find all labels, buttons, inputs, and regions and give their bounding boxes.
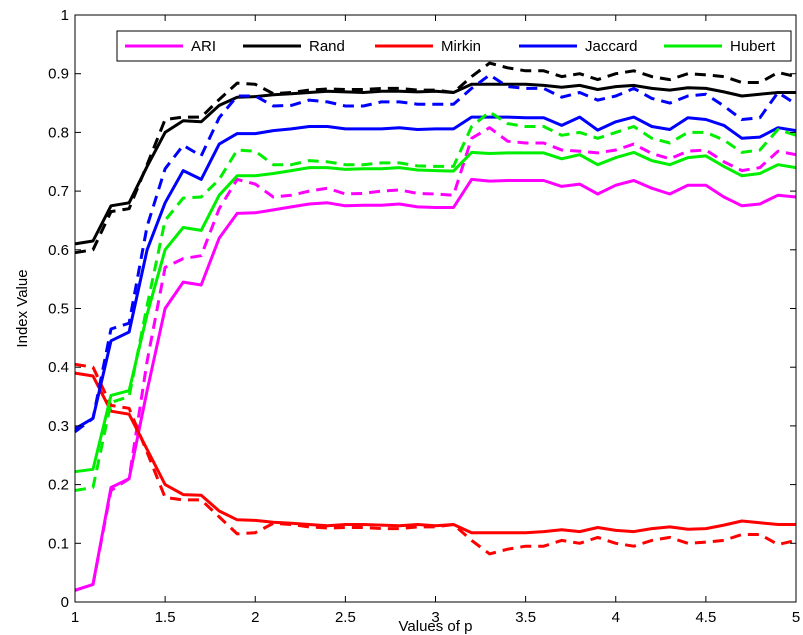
series-layer	[74, 61, 797, 592]
series-1-dashed-line	[74, 126, 797, 592]
x-tick-label: 3.5	[515, 609, 536, 626]
rand-solid-line	[74, 82, 796, 246]
legend-label-jaccard: Jaccard	[585, 38, 638, 55]
x-tick-label: 2.5	[335, 609, 356, 626]
y-tick-label: 0.5	[48, 301, 69, 318]
series-7-dashed-line	[74, 73, 797, 433]
y-tick-label: 0	[61, 594, 69, 611]
legend: ARI Rand Mirkin Jaccard Hubert	[116, 30, 792, 62]
y-tick-label: 0.6	[48, 242, 69, 259]
x-tick-label: 5	[792, 609, 800, 626]
x-axis-label: Values of p	[399, 618, 473, 635]
y-tick-label: 0.1	[48, 535, 69, 552]
series-9-dashed-line	[74, 110, 797, 492]
x-tick-label: 1.5	[155, 609, 176, 626]
plot-area	[75, 15, 796, 602]
legend-label-hubert: Hubert	[730, 38, 776, 55]
series-5-dashed-line	[74, 362, 797, 556]
y-tick-label: 0.9	[48, 66, 69, 83]
x-tick-label: 3	[431, 609, 439, 626]
series-3-dashed-line	[74, 61, 797, 255]
legend-label-rand: Rand	[309, 38, 345, 55]
y-tick-label: 0.4	[48, 359, 69, 376]
x-tick-label: 4.5	[695, 609, 716, 626]
x-tick-label: 1	[71, 609, 79, 626]
y-tick-label: 0.3	[48, 418, 69, 435]
y-tick-label: 0.2	[48, 477, 69, 494]
y-axis-label: Index Value	[14, 269, 31, 347]
legend-label-mirkin: Mirkin	[441, 38, 481, 55]
legend-label-ari: ARI	[191, 38, 216, 55]
y-tick-label: 0.8	[48, 124, 69, 141]
x-tick-label: 4	[612, 609, 620, 626]
y-tick-label: 1	[61, 7, 69, 24]
tick-layer: 1 1.5 2 2.5 3 3.5 4 4.5 5 0 0.1 0.2 0.3 0.4 0.5 0.6 0.7 0…	[48, 7, 800, 626]
y-tick-label: 0.7	[48, 183, 69, 200]
x-tick-label: 2	[251, 609, 259, 626]
hubert-solid-line	[74, 150, 797, 474]
ari-solid-line	[74, 177, 797, 592]
jaccard-solid-line	[74, 115, 797, 431]
mirkin-solid-line	[74, 371, 796, 535]
